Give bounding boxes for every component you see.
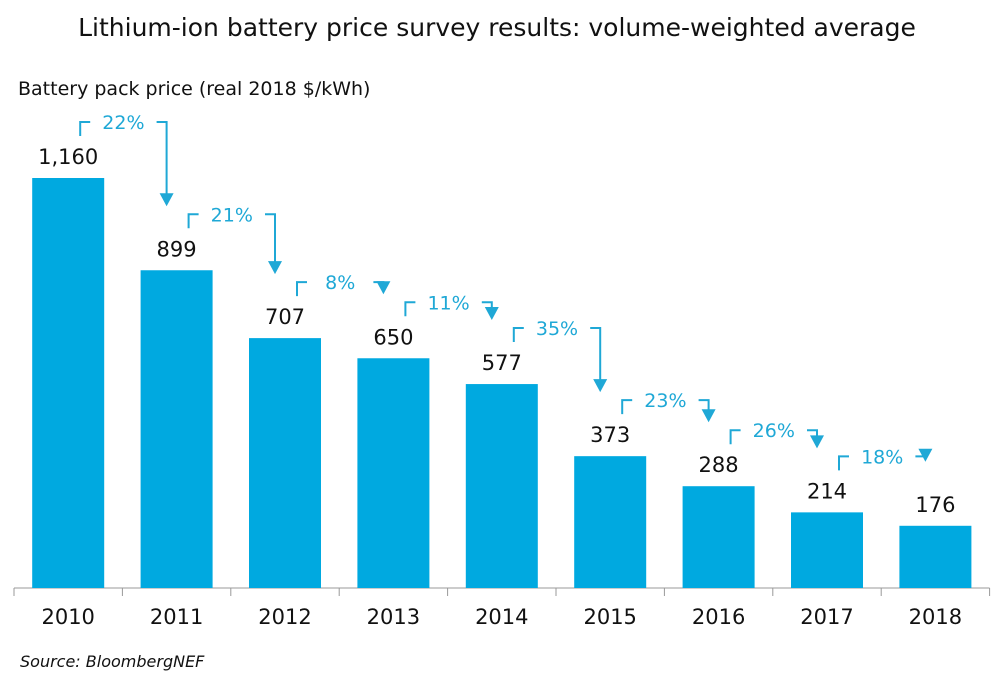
chart-title: Lithium-ion battery price survey results… <box>78 13 916 42</box>
bar-2015 <box>574 456 647 588</box>
x-tick-label: 2016 <box>692 605 745 629</box>
bar-2017 <box>791 512 863 588</box>
bar-2014 <box>465 384 538 588</box>
bar-2013 <box>357 358 430 588</box>
arrow-down-icon <box>376 281 391 295</box>
y-axis-label: Battery pack price (real 2018 $/kWh) <box>18 78 370 100</box>
arrow-down-icon <box>810 435 824 449</box>
change-arrow-line <box>590 327 602 381</box>
data-label: 214 <box>807 479 847 503</box>
data-label: 650 <box>373 325 413 349</box>
arrow-down-icon <box>918 448 933 462</box>
change-bracket <box>404 301 416 317</box>
change-bracket <box>187 213 199 229</box>
change-bracket <box>729 429 741 445</box>
change-label: 8% <box>325 272 355 294</box>
change-bracket <box>838 455 849 471</box>
change-label: 23% <box>644 390 686 412</box>
bar-2012 <box>249 338 321 588</box>
x-tick-label: 2017 <box>800 605 853 629</box>
change-label: 11% <box>427 292 469 314</box>
source-note: Source: BloombergNEF <box>20 652 205 671</box>
arrow-down-icon <box>159 193 174 207</box>
x-tick-label: 2018 <box>909 605 962 629</box>
bar-2011 <box>140 270 213 588</box>
data-label: 899 <box>157 237 197 261</box>
x-tick-label: 2015 <box>583 605 636 629</box>
arrow-down-icon <box>701 409 716 423</box>
change-arrow-line <box>481 301 493 309</box>
data-label: 373 <box>590 423 630 447</box>
data-label: 577 <box>482 351 522 375</box>
x-tick-label: 2013 <box>367 605 420 629</box>
x-tick-label: 2014 <box>475 605 528 629</box>
change-label: 35% <box>536 318 578 340</box>
change-arrow-line <box>265 213 276 263</box>
change-arrow-line <box>156 121 168 195</box>
change-bracket <box>296 281 307 297</box>
change-label: 18% <box>861 446 903 468</box>
change-bracket <box>621 399 633 415</box>
bar-2018 <box>899 525 972 588</box>
data-label: 707 <box>265 305 305 329</box>
change-label: 21% <box>211 204 253 226</box>
arrow-down-icon <box>484 307 499 321</box>
x-tick-label: 2012 <box>258 605 311 629</box>
data-label: 288 <box>699 453 739 477</box>
data-label: 1,160 <box>38 145 98 169</box>
change-bracket <box>79 121 91 136</box>
arrow-down-icon <box>593 379 608 393</box>
change-arrow-line <box>698 399 710 411</box>
bar-2010 <box>32 178 105 588</box>
x-tick-label: 2010 <box>41 605 94 629</box>
change-label: 22% <box>102 112 144 134</box>
change-arrow-line <box>807 429 818 437</box>
x-tick-label: 2011 <box>150 605 203 629</box>
arrow-down-icon <box>268 261 282 275</box>
bar-2016 <box>682 486 755 588</box>
change-label: 26% <box>753 420 795 442</box>
change-bracket <box>512 327 524 343</box>
data-label: 176 <box>915 493 955 517</box>
